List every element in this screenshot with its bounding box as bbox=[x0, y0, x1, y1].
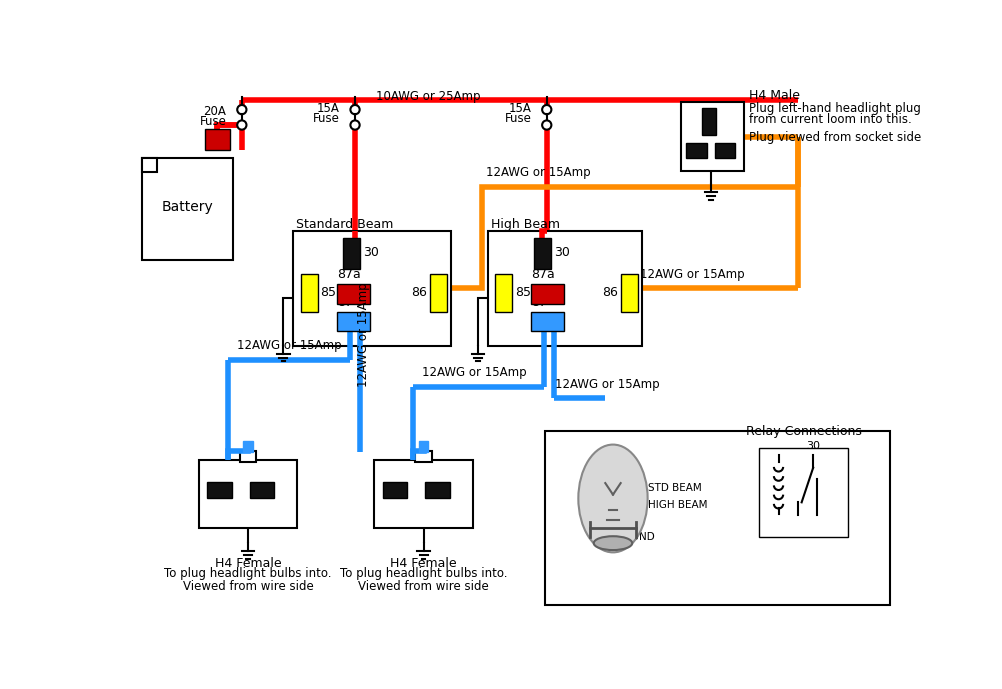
Bar bbox=[383, 482, 407, 498]
Text: STD BEAM: STD BEAM bbox=[647, 484, 700, 493]
Text: 20A: 20A bbox=[203, 105, 226, 119]
Bar bbox=[545, 431, 890, 605]
Text: 86: 86 bbox=[784, 505, 798, 515]
Circle shape bbox=[237, 121, 246, 130]
Bar bbox=[337, 285, 370, 304]
Bar bbox=[374, 460, 472, 528]
Text: Relay Connections: Relay Connections bbox=[745, 425, 861, 438]
Bar bbox=[415, 451, 432, 462]
Text: To plug headlight bulbs into.: To plug headlight bulbs into. bbox=[164, 568, 332, 580]
Text: +: + bbox=[211, 133, 222, 146]
Bar bbox=[495, 274, 512, 312]
Text: 87a: 87a bbox=[787, 520, 808, 529]
Bar bbox=[620, 274, 637, 312]
Text: 85: 85 bbox=[320, 286, 336, 298]
Text: 30: 30 bbox=[553, 245, 569, 258]
Bar bbox=[337, 312, 370, 331]
Text: Standard Beam: Standard Beam bbox=[296, 218, 393, 231]
Text: 12AWG or 15Amp: 12AWG or 15Amp bbox=[485, 166, 590, 179]
Bar bbox=[680, 102, 743, 172]
Ellipse shape bbox=[593, 536, 631, 550]
Text: 30: 30 bbox=[363, 245, 379, 258]
Text: 30: 30 bbox=[806, 441, 820, 451]
Bar bbox=[294, 231, 451, 346]
Bar bbox=[204, 129, 229, 150]
Text: Viewed from wire side: Viewed from wire side bbox=[358, 579, 488, 593]
Ellipse shape bbox=[578, 444, 647, 553]
Text: To plug headlight bulbs into.: To plug headlight bulbs into. bbox=[340, 568, 507, 580]
Text: HIGH BEAM: HIGH BEAM bbox=[647, 500, 706, 510]
Bar bbox=[531, 285, 564, 304]
Text: Plug viewed from socket side: Plug viewed from socket side bbox=[747, 132, 920, 144]
Circle shape bbox=[542, 121, 551, 130]
Circle shape bbox=[350, 105, 360, 114]
Text: 87: 87 bbox=[531, 296, 547, 309]
Text: 15A: 15A bbox=[508, 101, 531, 114]
Bar bbox=[759, 449, 847, 537]
Bar bbox=[425, 482, 449, 498]
Text: H4 Female: H4 Female bbox=[214, 557, 281, 570]
Text: 86: 86 bbox=[601, 286, 617, 298]
Bar bbox=[141, 158, 232, 260]
Bar bbox=[531, 312, 564, 331]
Bar bbox=[533, 238, 550, 269]
Bar bbox=[343, 238, 360, 269]
Text: 10AWG or 25Amp: 10AWG or 25Amp bbox=[376, 90, 480, 103]
Text: 87: 87 bbox=[337, 296, 353, 309]
Bar bbox=[701, 108, 715, 135]
Text: 15A: 15A bbox=[317, 101, 340, 114]
Circle shape bbox=[237, 105, 246, 114]
Bar bbox=[198, 460, 297, 528]
Bar bbox=[301, 274, 318, 312]
Text: 12AWG or 15Amp: 12AWG or 15Amp bbox=[555, 378, 659, 391]
Bar bbox=[685, 143, 706, 158]
Text: Fuse: Fuse bbox=[199, 116, 226, 128]
Text: High Beam: High Beam bbox=[490, 218, 559, 231]
Text: H4 Female: H4 Female bbox=[390, 557, 457, 570]
Text: Fuse: Fuse bbox=[313, 112, 340, 125]
Bar bbox=[141, 158, 157, 172]
Text: NO: NO bbox=[809, 527, 825, 537]
Text: Fuse: Fuse bbox=[504, 112, 531, 125]
Bar bbox=[419, 441, 428, 452]
Text: 87a: 87a bbox=[531, 268, 554, 281]
Text: 87a: 87a bbox=[337, 268, 361, 281]
Bar bbox=[207, 482, 231, 498]
Text: Viewed from wire side: Viewed from wire side bbox=[182, 579, 313, 593]
Bar bbox=[713, 143, 734, 158]
Text: 87: 87 bbox=[809, 520, 824, 529]
Text: from current loom into this.: from current loom into this. bbox=[747, 113, 911, 126]
Text: 12AWG or 15Amp: 12AWG or 15Amp bbox=[422, 366, 526, 379]
Text: 12AWG or 15Amp: 12AWG or 15Amp bbox=[357, 282, 370, 387]
Circle shape bbox=[542, 105, 551, 114]
Bar bbox=[488, 231, 641, 346]
Text: Plug left-hand headlight plug: Plug left-hand headlight plug bbox=[747, 102, 920, 115]
Text: -: - bbox=[147, 158, 151, 172]
Text: Battery: Battery bbox=[161, 200, 212, 214]
Text: 85: 85 bbox=[515, 286, 531, 298]
Text: 12AWG or 15Amp: 12AWG or 15Amp bbox=[639, 267, 743, 280]
Text: NC: NC bbox=[790, 527, 805, 537]
Text: 85: 85 bbox=[784, 453, 798, 464]
Text: 12AWG or 15Amp: 12AWG or 15Amp bbox=[237, 339, 342, 352]
Bar bbox=[243, 441, 253, 452]
Bar bbox=[249, 482, 274, 498]
Text: GROUND: GROUND bbox=[608, 532, 655, 542]
Text: H4 Male: H4 Male bbox=[747, 89, 799, 102]
Circle shape bbox=[350, 121, 360, 130]
Text: 86: 86 bbox=[411, 286, 427, 298]
Bar bbox=[239, 451, 257, 462]
Bar bbox=[430, 274, 447, 312]
